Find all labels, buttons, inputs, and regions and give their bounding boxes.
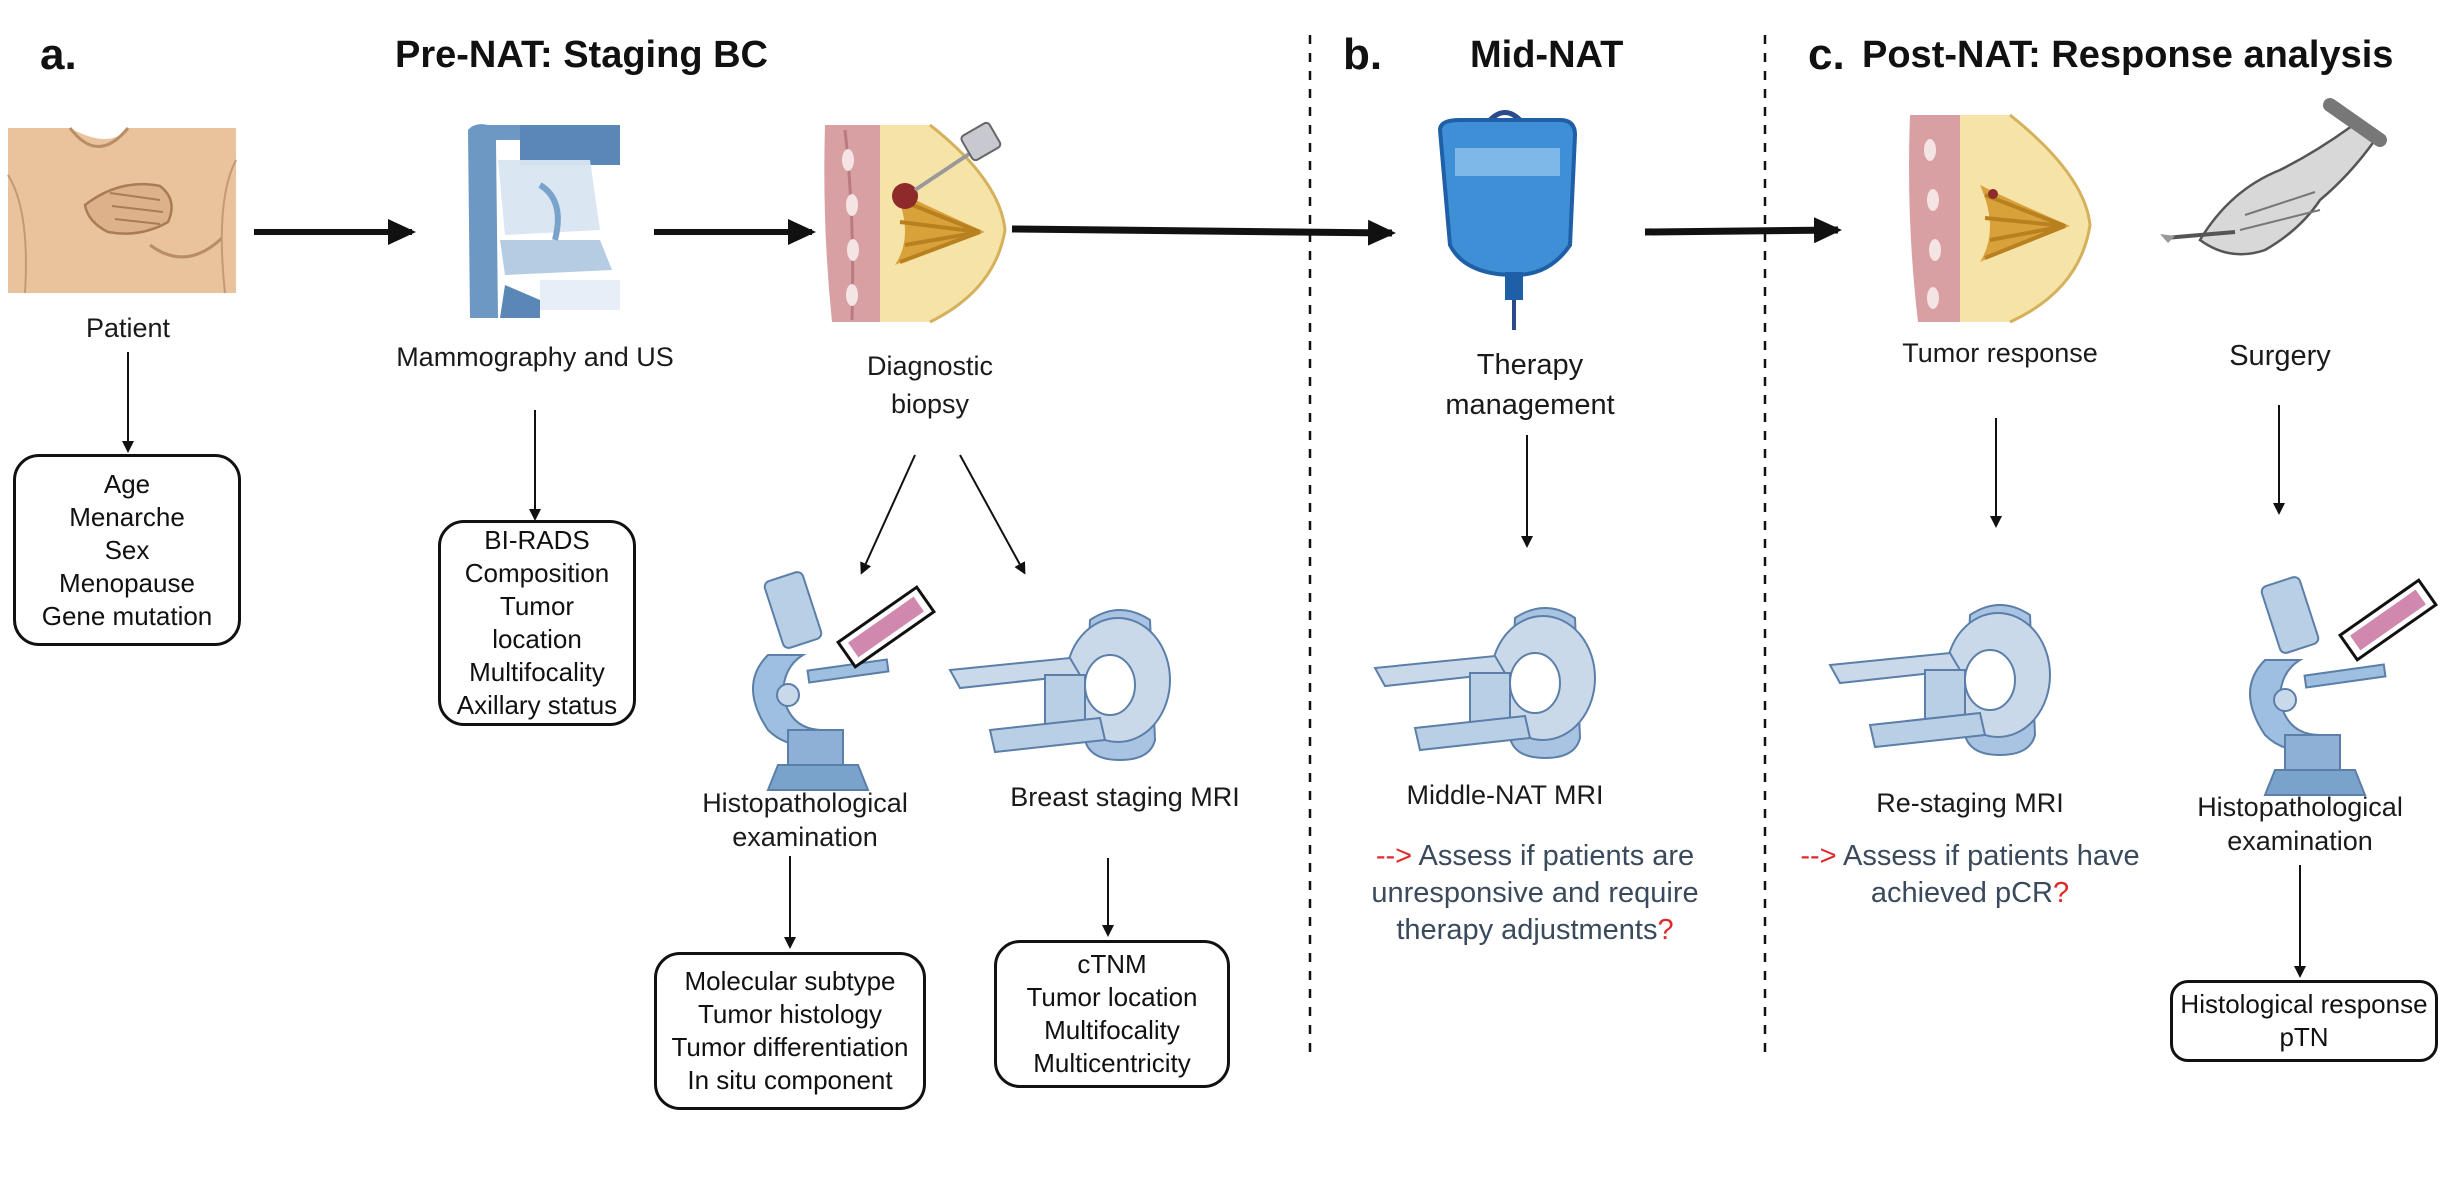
postnat-note-line: Assess if patients have	[1843, 840, 2140, 872]
histo-label-a-line: Histopathological	[702, 788, 908, 818]
histo-box-a: Molecular subtype Tumor histology Tumor …	[654, 952, 926, 1110]
arrow-midnat-postnat	[1644, 217, 1842, 244]
microscope-a	[752, 571, 890, 791]
slide-a	[835, 585, 937, 669]
therapy-label-line: management	[1445, 389, 1615, 421]
mri-scanner-b	[1373, 607, 1596, 760]
biopsy-label-line: Diagnostic	[866, 351, 994, 381]
mammo-box-line: BI-RADS	[484, 525, 590, 555]
scalpel-hand	[2160, 98, 2387, 256]
histo-label-a: Histopathological examination	[690, 786, 920, 854]
histo-box-a-line: Tumor histology	[698, 999, 882, 1029]
arrow-biopsy-histo	[860, 454, 916, 575]
arrow-biopsy-midnat	[1011, 219, 1396, 246]
mri-box-a-line: cTNM	[1077, 949, 1147, 979]
midnat-note: --> Assess if patients are unresponsive …	[1345, 838, 1725, 949]
midnat-note-q: ?	[1657, 914, 1674, 946]
histo-box-a-line: In situ component	[687, 1065, 893, 1095]
arrow-biopsy-mri	[959, 454, 1026, 575]
breast-mri-label: Breast staging MRI	[1010, 782, 1240, 812]
histo-label-c-line: examination	[2227, 826, 2373, 856]
panel-a-letter: a.	[40, 30, 77, 79]
mammo-box-line: Tumor	[499, 591, 575, 621]
midnat-note-line: therapy adjustments	[1396, 914, 1658, 946]
mri-box-a: cTNM Tumor location Multifocality Multic…	[994, 940, 1230, 1088]
histo-response-line: pTN	[2279, 1022, 2329, 1052]
middle-mri-label: Middle-NAT MRI	[1406, 780, 1604, 810]
histo-label-c: Histopathological examination	[2185, 790, 2415, 858]
mammo-box: BI-RADS Composition Tumor location Multi…	[438, 520, 636, 726]
postnat-note-arrow: -->	[1800, 840, 1837, 872]
midnat-note-arrow: -->	[1375, 840, 1413, 872]
panel-c-title: Post-NAT: Response analysis	[1862, 34, 2394, 76]
postnat-note: --> Assess if patients have achieved pCR…	[1770, 838, 2170, 912]
patient-label: Patient	[85, 313, 171, 343]
biopsy-label-line: biopsy	[890, 389, 970, 419]
patient-box-line: Age	[103, 468, 151, 499]
postnat-note-q: ?	[2053, 877, 2070, 909]
microscope-c	[2249, 576, 2387, 796]
patient-box-line: Sex	[104, 534, 150, 565]
biopsy-breast	[824, 121, 1007, 324]
histo-response-line: Histological response	[2180, 989, 2428, 1019]
midnat-note-line: Assess if patients are	[1418, 840, 1695, 872]
mri-box-a-line: Multifocality	[1044, 1015, 1180, 1045]
slide-c	[2337, 578, 2439, 662]
histo-box-a-line: Tumor differentiation	[671, 1032, 909, 1062]
mammography-machine	[465, 122, 625, 322]
histo-box-a-line: Molecular subtype	[684, 966, 896, 996]
tumor-response-label: Tumor response	[1902, 338, 2098, 368]
patient-box-line: Gene mutation	[41, 600, 213, 631]
patient-box-line: Menopause	[59, 567, 195, 598]
patient-illustration	[7, 127, 237, 294]
mammo-label: Mammography and US	[396, 342, 674, 372]
panel-a-title: Pre-NAT: Staging BC	[395, 34, 768, 76]
mammo-box-line: Composition	[464, 558, 610, 588]
mri-box-a-line: Multicentricity	[1033, 1048, 1191, 1078]
mammo-box-line: location	[492, 624, 582, 654]
mammo-box-line: Axillary status	[456, 690, 618, 720]
therapy-label: Therapy management	[1420, 345, 1640, 425]
midnat-note-line: unresponsive and require	[1371, 877, 1699, 909]
panel-b-title: Mid-NAT	[1470, 34, 1624, 76]
iv-bag	[1437, 110, 1578, 330]
histo-label-a-line: examination	[732, 822, 878, 852]
surgery-label: Surgery	[2229, 340, 2331, 372]
therapy-label-line: Therapy	[1476, 349, 1584, 381]
panel-b-letter: b.	[1343, 30, 1383, 79]
panel-c-letter: c.	[1808, 30, 1845, 79]
patient-box: Age Menarche Sex Menopause Gene mutation	[13, 454, 241, 646]
histo-response-box: Histological response pTN	[2170, 980, 2438, 1062]
mammo-box-line: Multifocality	[469, 657, 605, 687]
mri-box-a-line: Tumor location	[1026, 982, 1198, 1012]
restaging-mri-label: Re-staging MRI	[1876, 788, 2064, 818]
histo-label-c-line: Histopathological	[2197, 792, 2403, 822]
mri-scanner-c	[1828, 604, 2051, 757]
postnat-note-line: achieved pCR	[1870, 877, 2053, 909]
mri-scanner-a	[948, 609, 1171, 762]
patient-box-line: Menarche	[69, 501, 185, 532]
biopsy-label: Diagnostic biopsy	[830, 347, 1030, 423]
tumor-response-breast	[1909, 113, 2092, 324]
